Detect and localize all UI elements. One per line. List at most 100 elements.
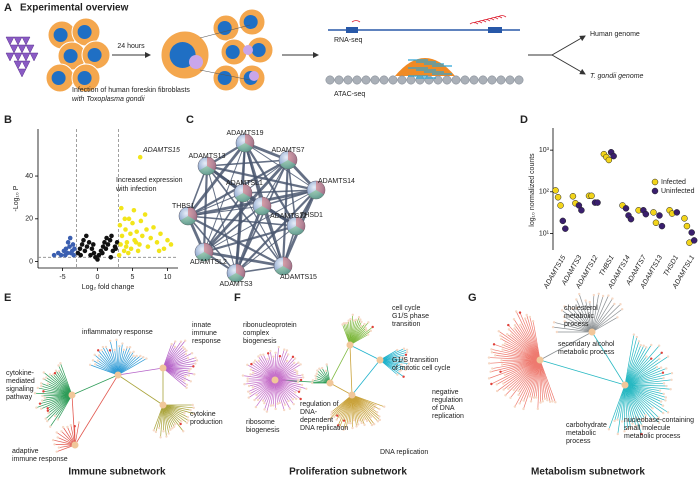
text-line: replication: [432, 413, 464, 420]
text-line: nucleobase-containing: [624, 417, 694, 424]
text-line: with infection: [115, 186, 157, 193]
leaf: [51, 438, 55, 442]
leaf: [513, 405, 517, 408]
leaf: [364, 326, 368, 330]
leaf: [487, 356, 491, 359]
leaf: [503, 342, 507, 345]
leaf: [277, 345, 280, 349]
leaf: [33, 392, 37, 395]
leaf: [299, 363, 302, 366]
edge: [206, 164, 317, 192]
spoke: [92, 359, 119, 376]
node: [178, 206, 198, 226]
spoke: [116, 339, 119, 376]
leaf: [357, 419, 361, 422]
dot: [673, 209, 681, 216]
spoke: [264, 379, 276, 410]
parasite: [21, 36, 31, 46]
spoke: [624, 372, 664, 386]
spoke: [624, 367, 662, 386]
nucleosome: [505, 75, 515, 85]
leaf: [192, 412, 196, 415]
leaf: [256, 398, 260, 402]
nucleosome: [379, 75, 389, 85]
spoke: [337, 394, 353, 426]
spoke: [624, 384, 659, 418]
text-line: mediated: [6, 378, 35, 385]
spoke: [624, 384, 643, 435]
leaf: [186, 356, 190, 360]
point: [137, 154, 143, 160]
spoke: [624, 384, 633, 424]
leaf: [405, 351, 409, 354]
spoke: [513, 319, 541, 361]
link: [349, 344, 381, 361]
spoke: [45, 394, 73, 419]
leaf: [519, 323, 522, 327]
node: [197, 156, 217, 176]
text-line: ribosome: [246, 419, 275, 426]
leaf: [272, 355, 275, 358]
leaf: [499, 337, 503, 341]
edge: [242, 192, 284, 267]
spoke: [255, 379, 276, 408]
panel-title: Experimental overview: [20, 3, 129, 14]
spoke: [97, 350, 119, 376]
leaf: [345, 426, 348, 429]
spoke: [101, 350, 119, 376]
leaf: [490, 351, 494, 354]
spoke: [624, 345, 645, 386]
spoke: [624, 384, 631, 429]
leaf: [179, 340, 183, 343]
text-line: production: [190, 419, 223, 426]
spoke: [379, 359, 409, 365]
leaf: [297, 390, 301, 393]
leaf: [96, 349, 100, 352]
point: [108, 255, 114, 260]
text-line: DNA-: [300, 409, 318, 416]
point: [113, 246, 118, 252]
y-tick-label: 40: [25, 173, 33, 180]
dot: [562, 225, 569, 232]
leaf: [169, 428, 172, 431]
text-line: cholesterol: [564, 305, 598, 312]
leaf: [61, 425, 65, 429]
node-domain: [180, 216, 196, 226]
node-domain: [280, 160, 296, 170]
spoke: [256, 379, 276, 396]
text-line: inflammatory response: [82, 329, 153, 336]
leaf: [351, 426, 354, 430]
node-domain: [308, 190, 324, 200]
spoke: [274, 379, 300, 393]
vacuole: [249, 71, 259, 81]
leaf: [518, 402, 521, 405]
spoke: [508, 359, 541, 390]
point: [145, 244, 151, 249]
leaf: [320, 366, 324, 370]
leaf: [575, 306, 578, 310]
leaf: [514, 310, 518, 313]
legend-label: Uninfected: [661, 188, 695, 195]
spoke: [274, 379, 301, 400]
spoke: [53, 374, 73, 396]
text-line: of DNA: [432, 405, 455, 412]
leaf: [634, 424, 638, 428]
leaf: [296, 370, 299, 373]
spoke: [339, 394, 353, 428]
leaf: [274, 351, 277, 354]
node-domain: [188, 207, 198, 221]
spoke: [162, 346, 184, 369]
leaf: [172, 425, 176, 428]
nucleus: [77, 71, 92, 85]
nucleosome: [397, 75, 407, 85]
spoke: [274, 379, 281, 403]
spoke: [553, 326, 593, 333]
spoke: [621, 384, 626, 422]
nucleosome: [442, 75, 452, 85]
spoke: [539, 359, 544, 402]
spoke: [351, 394, 385, 408]
edge: [234, 205, 264, 274]
leaf: [263, 408, 266, 411]
spoke: [537, 359, 541, 409]
dot: [642, 210, 650, 218]
